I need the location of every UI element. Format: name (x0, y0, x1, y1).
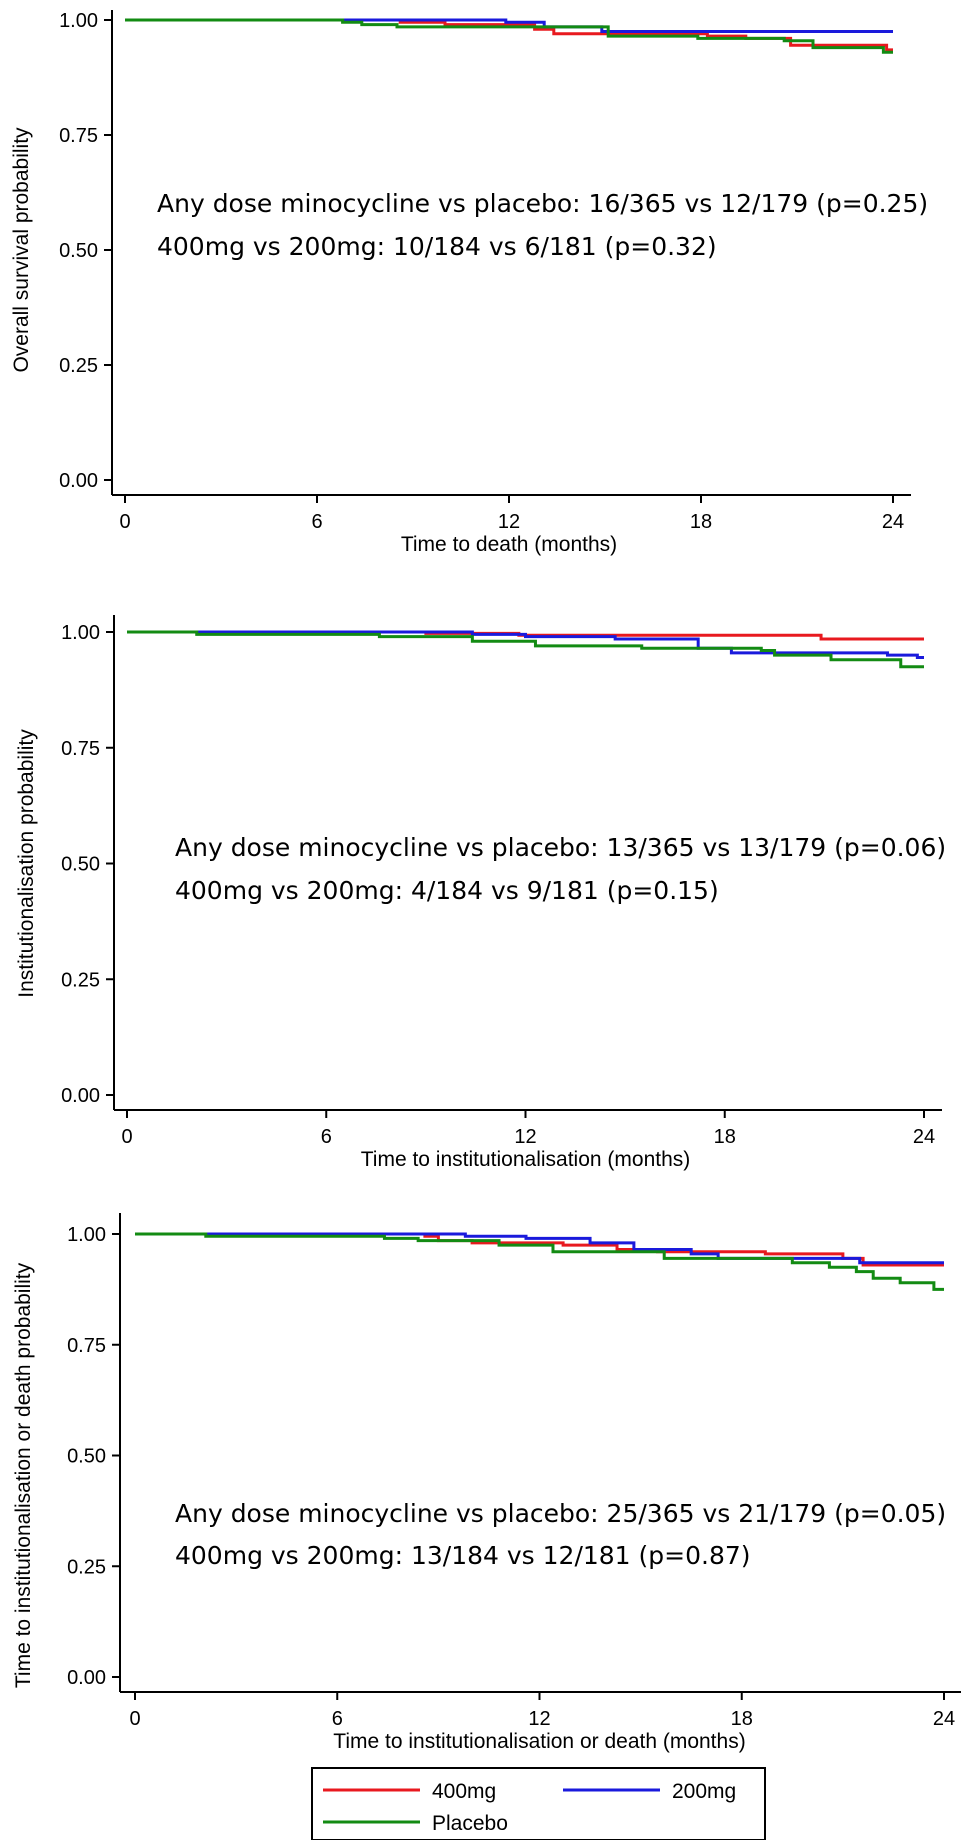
panel-3: 0.00 0.25 0.50 0.75 1.00 0 6 12 18 24 Time to inst… (12, 1213, 961, 1753)
x-tick-label: 24 (933, 1708, 955, 1730)
x-tick-label: 18 (714, 1126, 736, 1148)
y-tick-label: 0.50 (59, 240, 98, 262)
y-tick-label: 0.25 (59, 355, 98, 377)
x-tick-label: 18 (690, 511, 712, 533)
annotation-line-2: 400mg vs 200mg: 4/184 vs 9/181 (p=0.15) (175, 876, 719, 905)
annotation-line-1: Any dose minocycline vs placebo: 13/365 … (175, 833, 946, 862)
legend-label-200mg: 200mg (672, 1780, 736, 1803)
legend: 400mg 200mg Placebo (312, 1768, 765, 1840)
x-axis-title: Time to institutionalisation or death (m… (333, 1730, 745, 1753)
y-tick-label: 0.00 (67, 1667, 106, 1689)
y-tick-label: 0.75 (61, 738, 100, 760)
y-axis-title: Time to institutionalisation or death pr… (12, 1262, 35, 1688)
x-tick-label: 0 (121, 1126, 132, 1148)
km-curve-400mg (125, 20, 893, 50)
legend-box (312, 1768, 765, 1840)
y-tick-label: 1.00 (61, 622, 100, 644)
y-tick-label: 0.75 (67, 1335, 106, 1357)
y-tick-label: 0.00 (61, 1085, 100, 1107)
y-tick-label: 0.00 (59, 470, 98, 492)
km-curve-200mg (135, 1234, 944, 1263)
y-tick-label: 0.75 (59, 125, 98, 147)
x-tick-label: 12 (498, 511, 520, 533)
y-tick-label: 0.25 (67, 1556, 106, 1578)
x-axis-title: Time to death (months) (401, 533, 617, 556)
panel-1: 0.00 0.25 0.50 0.75 1.00 0 6 12 18 24 Time to deat… (10, 10, 928, 556)
annotation-line-2: 400mg vs 200mg: 13/184 vs 12/181 (p=0.87… (175, 1541, 751, 1570)
x-tick-label: 0 (129, 1708, 140, 1730)
chart-panels: 0.00 0.25 0.50 0.75 1.00 0 6 12 18 24 Time to deat… (10, 10, 961, 1753)
x-tick-label: 18 (731, 1708, 753, 1730)
x-tick-label: 12 (514, 1126, 536, 1148)
y-tick-label: 0.50 (61, 854, 100, 876)
y-tick-label: 1.00 (67, 1224, 106, 1246)
x-tick-label: 0 (119, 511, 130, 533)
annotation-line-1: Any dose minocycline vs placebo: 16/365 … (157, 189, 928, 218)
y-tick-label: 0.25 (61, 969, 100, 991)
y-tick-label: 1.00 (59, 10, 98, 32)
x-tick-label: 12 (528, 1708, 550, 1730)
legend-label-400mg: 400mg (432, 1780, 496, 1803)
x-tick-label: 24 (882, 511, 904, 533)
annotation-line-2: 400mg vs 200mg: 10/184 vs 6/181 (p=0.32) (157, 232, 717, 261)
y-axis-title: Overall survival probability (10, 127, 33, 373)
x-tick-label: 6 (321, 1126, 332, 1148)
x-axis-title: Time to institutionalisation (months) (361, 1148, 691, 1171)
x-tick-label: 24 (913, 1126, 935, 1148)
legend-label-placebo: Placebo (432, 1812, 508, 1835)
y-tick-label: 0.50 (67, 1446, 106, 1468)
x-tick-label: 6 (332, 1708, 343, 1730)
panel-2: 0.00 0.25 0.50 0.75 1.00 0 6 12 18 24 Time to inst… (15, 615, 946, 1171)
x-tick-label: 6 (311, 511, 322, 533)
annotation-line-1: Any dose minocycline vs placebo: 25/365 … (175, 1499, 946, 1528)
y-axis-title: Institutionalisation probability (15, 729, 38, 998)
